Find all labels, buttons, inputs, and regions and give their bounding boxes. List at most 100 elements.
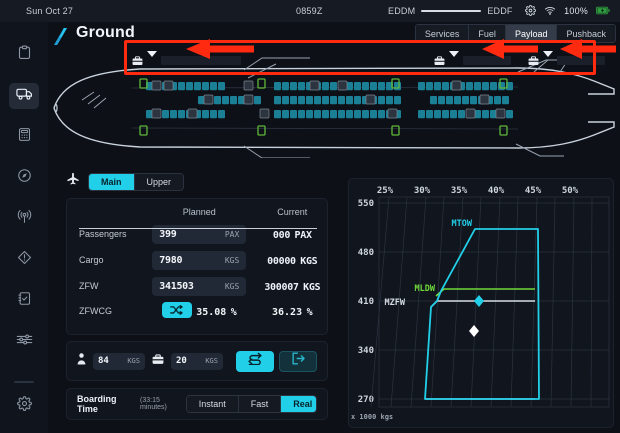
boarding-time-label: Boarding Time — [77, 394, 117, 414]
svg-text:340: 340 — [358, 346, 374, 356]
planned-zfw-value: 341503 — [159, 281, 194, 292]
compass-icon — [17, 168, 32, 188]
chart-xticks: 25% 30% 35% 40% 45% 50% — [377, 186, 579, 196]
aircraft-seatmap[interactable] — [48, 48, 620, 158]
svg-text:270: 270 — [358, 395, 374, 405]
deck-upper-button[interactable]: Upper — [134, 173, 184, 190]
planned-zfw-unit: KGS — [224, 282, 240, 291]
svg-text:40%: 40% — [488, 186, 505, 196]
gear-icon — [16, 396, 32, 416]
flight-route: EDDM EDDF — [388, 6, 513, 16]
row-label-zfw: ZFW — [79, 281, 99, 291]
export-arrow-icon — [291, 352, 306, 370]
sidebar-item-atc[interactable] — [9, 206, 39, 232]
planned-cargo-cell: 7980 KGS — [141, 247, 258, 273]
radio-tower-icon — [16, 209, 33, 229]
mtow-label: MTOW — [452, 219, 473, 229]
mtow-envelope — [424, 228, 540, 400]
warning-diamond-icon — [17, 250, 32, 270]
payload-table-card: Planned Current Passengers 399 PAX 000 P… — [66, 198, 328, 335]
wifi-icon — [544, 5, 556, 18]
sidebar-item-settings[interactable] — [9, 393, 39, 419]
briefcase-icon — [528, 53, 539, 65]
planned-zfwcg-value: 35.08 — [196, 307, 227, 318]
tab-payload[interactable]: Payload — [505, 25, 558, 42]
pax-weight-input[interactable]: 84 KGS — [93, 352, 145, 370]
deck-segmented-control: Main Upper — [88, 172, 185, 191]
current-cargo-unit: KGS — [300, 256, 318, 267]
gear-icon[interactable] — [525, 4, 537, 18]
cargo-hold-aft[interactable] — [434, 50, 511, 65]
sidebar-item-navigation[interactable] — [9, 165, 39, 191]
sidebar-item-checklists[interactable] — [9, 288, 39, 314]
table-row-passengers: Passengers 399 PAX 000 PAX — [67, 221, 327, 247]
sidebar-item-failures[interactable] — [9, 247, 39, 273]
current-cg-marker — [469, 325, 479, 337]
destination-icao: EDDF — [487, 6, 513, 16]
shuffle-icon[interactable] — [161, 302, 192, 318]
planned-cargo-unit: KGS — [224, 256, 240, 265]
hold-fill-bar[interactable] — [557, 56, 605, 65]
current-zfwcg-cell: 36.23 % — [258, 299, 327, 323]
planned-passengers-value: 399 — [159, 229, 177, 240]
planned-passengers-unit: PAX — [224, 230, 240, 239]
table-header-planned: Planned — [182, 207, 216, 217]
sidebar-item-dispatch[interactable] — [9, 42, 39, 68]
planned-cargo-input[interactable]: 7980 KGS — [152, 251, 247, 270]
tab-services[interactable]: Services — [415, 25, 470, 42]
zulu-time: 0859Z — [296, 6, 323, 16]
cg-envelope-chart[interactable]: 25% 30% 35% 40% 45% 50% 550 480 410 340 … — [348, 178, 614, 428]
table-header-rule — [79, 228, 317, 229]
table-header-blank — [67, 199, 141, 221]
planned-zfwcg-cell: 35.08 % — [141, 299, 258, 323]
boarding-rate-segmented-control: Instant Fast Real — [185, 395, 317, 413]
sidebar-item-performance[interactable] — [9, 124, 39, 150]
row-label-passengers: Passengers — [79, 229, 127, 239]
planned-passengers-input[interactable]: 399 PAX — [152, 225, 247, 244]
boarding-fast-button[interactable]: Fast — [238, 396, 282, 412]
chart-hgrid — [379, 202, 609, 400]
boarding-time-duration: (33:15 minutes) — [140, 397, 167, 411]
briefcase-icon — [132, 53, 143, 65]
chart-yticks: 550 480 410 340 270 — [358, 199, 374, 405]
hold-fill-bar[interactable] — [463, 56, 511, 65]
cg-chart-svg: 25% 30% 35% 40% 45% 50% 550 480 410 340 … — [351, 186, 610, 421]
battery-percent: 100% — [564, 6, 588, 16]
tab-fuel[interactable]: Fuel — [469, 25, 506, 42]
svg-text:25%: 25% — [377, 186, 394, 196]
current-zfw-value: 300007 — [264, 282, 299, 293]
tab-pushback[interactable]: Pushback — [557, 25, 615, 42]
sidebar-divider — [14, 381, 34, 383]
pax-weight-unit: KGS — [127, 357, 140, 365]
svg-text:45%: 45% — [525, 186, 542, 196]
cargo-hold-forward[interactable] — [132, 50, 241, 65]
deck-main-button[interactable]: Main — [89, 173, 135, 190]
current-zfw-cell: 300007 KGS — [258, 273, 327, 299]
cargo-hold-bulk[interactable] — [528, 50, 605, 65]
svg-text:550: 550 — [358, 199, 374, 209]
page-tabs: Services Fuel Payload Pushback — [414, 24, 616, 43]
hold-fill-bar[interactable] — [161, 56, 241, 65]
sidebar-item-settings-quick[interactable] — [9, 329, 39, 355]
current-zfwcg-unit: % — [306, 307, 313, 318]
boarding-instant-button[interactable]: Instant — [186, 396, 239, 412]
calculator-icon — [17, 127, 32, 147]
pax-weight-value: 84 — [98, 356, 109, 366]
truck-icon — [15, 86, 33, 106]
current-zfw-unit: KGS — [303, 282, 321, 293]
bag-weight-input[interactable]: 20 KGS — [171, 352, 223, 370]
sync-payload-button[interactable] — [236, 350, 274, 372]
table-row-zfw: ZFW 341503 KGS 300007 KGS — [67, 273, 327, 299]
planned-zfw-input[interactable]: 341503 KGS — [152, 277, 247, 296]
sidebar-item-ground[interactable] — [9, 83, 39, 109]
load-payload-button[interactable] — [279, 350, 317, 372]
svg-text:50%: 50% — [562, 186, 579, 196]
row-label-zfwcg: ZFWCG — [67, 299, 141, 323]
app-logo-icon — [54, 28, 67, 45]
checklist-icon — [17, 291, 32, 311]
svg-text:410: 410 — [358, 297, 374, 307]
page-header: Ground Services Fuel Payload Pushback — [48, 22, 620, 48]
hold-fill-indicator-icon — [543, 51, 553, 57]
boarding-real-button[interactable]: Real — [281, 396, 316, 412]
airplane-icon — [66, 172, 80, 191]
